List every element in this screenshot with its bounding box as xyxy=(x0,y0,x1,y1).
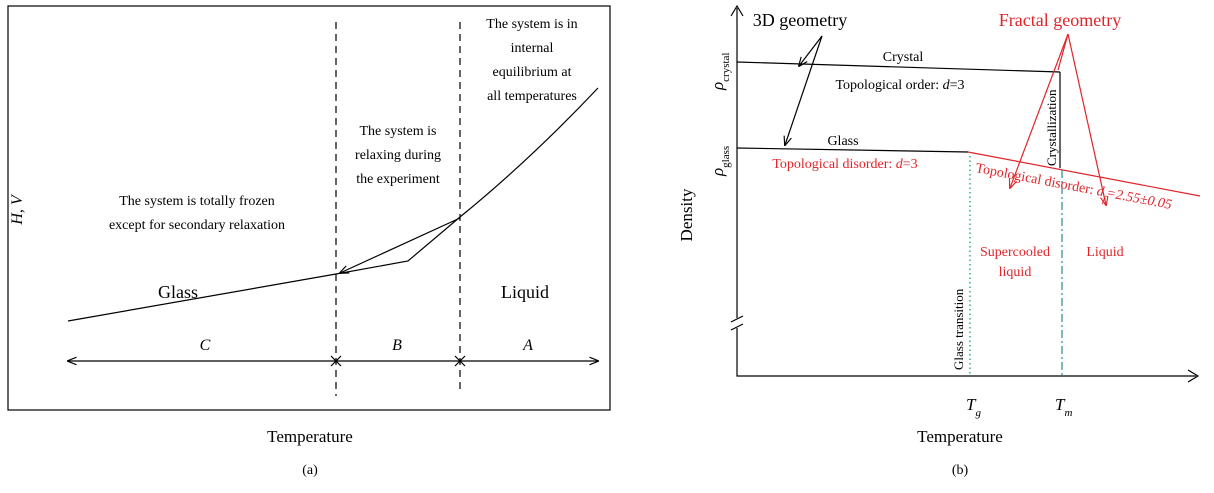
crystallization-label: Crystallization xyxy=(1044,89,1059,166)
arrow xyxy=(785,35,823,145)
arrow xyxy=(799,35,823,66)
note-line: The system is totally frozen xyxy=(119,194,275,209)
y-label: Density xyxy=(677,188,696,241)
y-label: H, V xyxy=(9,193,26,226)
text-part: =3 xyxy=(950,78,965,93)
equilibrium-note: The system is in internal equilibrium at al… xyxy=(486,17,577,104)
subscript: glass xyxy=(720,146,732,168)
text-part: f xyxy=(1102,194,1108,206)
rho-glass: ρglass xyxy=(708,146,732,177)
geometry-3d: 3D geometry xyxy=(753,10,847,30)
supercooled-label: Supercooled liquid xyxy=(980,245,1050,280)
text-part: Topological order: xyxy=(835,78,942,93)
caption: (b) xyxy=(952,463,969,478)
note-line: Supercooled xyxy=(980,245,1050,260)
frame xyxy=(7,5,611,411)
crystal-line xyxy=(736,61,1061,73)
note-line: equilibrium at xyxy=(493,65,572,80)
text-part: =2.55±0.05 xyxy=(1105,186,1173,213)
subscript: m xyxy=(1064,407,1072,419)
symbol: ρ xyxy=(708,168,727,177)
liquid-disorder: Topological disorder: df=2.55±0.05 xyxy=(973,161,1173,217)
region-label: C xyxy=(200,337,211,354)
note-line: liquid xyxy=(999,265,1032,280)
note-line: relaxing during xyxy=(355,148,441,163)
region-label: A xyxy=(522,337,533,354)
glass-label: Glass xyxy=(827,134,858,149)
text-part: d xyxy=(943,78,951,93)
x-label: Temperature xyxy=(917,427,1003,446)
text-part: Topological disorder: xyxy=(772,157,895,172)
crystal-order: Topological order: d=3 xyxy=(835,78,964,93)
glass-transition: Glass transition xyxy=(951,288,966,370)
text-part: d xyxy=(1096,184,1107,200)
text-part: =3 xyxy=(903,157,918,172)
symbol: T xyxy=(966,395,977,414)
tm-label: Tm xyxy=(1055,395,1072,419)
caption: (a) xyxy=(302,463,318,478)
rho-crystal: ρcrystal xyxy=(708,53,732,92)
frozen-note: The system is totally frozen except for s… xyxy=(109,194,285,233)
text-part: Topological disorder: xyxy=(974,161,1098,199)
note-line: The system is xyxy=(360,124,437,139)
axes xyxy=(736,8,1196,377)
subscript: crystal xyxy=(720,53,732,82)
panel-b: 3D geometry Fractal geometry Crystal Top… xyxy=(677,4,1201,478)
note-line: The system is in xyxy=(486,17,577,32)
geometry-fractal: Fractal geometry xyxy=(999,10,1121,30)
note-line: except for secondary relaxation xyxy=(109,218,285,233)
relaxing-note: The system is relaxing during the experime… xyxy=(355,124,441,187)
arrow xyxy=(1067,33,1106,205)
curve xyxy=(67,87,599,322)
liquid-line xyxy=(967,151,1201,197)
glass-label: Glass xyxy=(158,282,198,302)
arrow xyxy=(1057,33,1069,71)
crystal-label: Crystal xyxy=(883,50,924,65)
glass-disorder: Topological disorder: d=3 xyxy=(772,157,917,172)
tg-label: Tg xyxy=(966,395,981,419)
note-line: the experiment xyxy=(356,172,440,187)
tick-cross xyxy=(330,355,466,367)
panel-a: H, V The system is in internal equilibrium… xyxy=(7,5,611,478)
liquid-label: Liquid xyxy=(501,282,549,302)
note-line: internal xyxy=(511,41,554,56)
subscript: g xyxy=(975,407,981,419)
axis-arrows xyxy=(730,4,1200,383)
arrow xyxy=(1010,33,1069,188)
region-label: B xyxy=(392,337,402,354)
symbol: T xyxy=(1055,395,1066,414)
text-part: d xyxy=(896,157,904,172)
note-line: all temperatures xyxy=(487,89,577,104)
liquid-label: Liquid xyxy=(1086,245,1123,260)
symbol: ρ xyxy=(708,82,727,91)
x-label: Temperature xyxy=(267,427,353,446)
glass-line xyxy=(736,147,969,153)
arrow xyxy=(340,217,461,273)
